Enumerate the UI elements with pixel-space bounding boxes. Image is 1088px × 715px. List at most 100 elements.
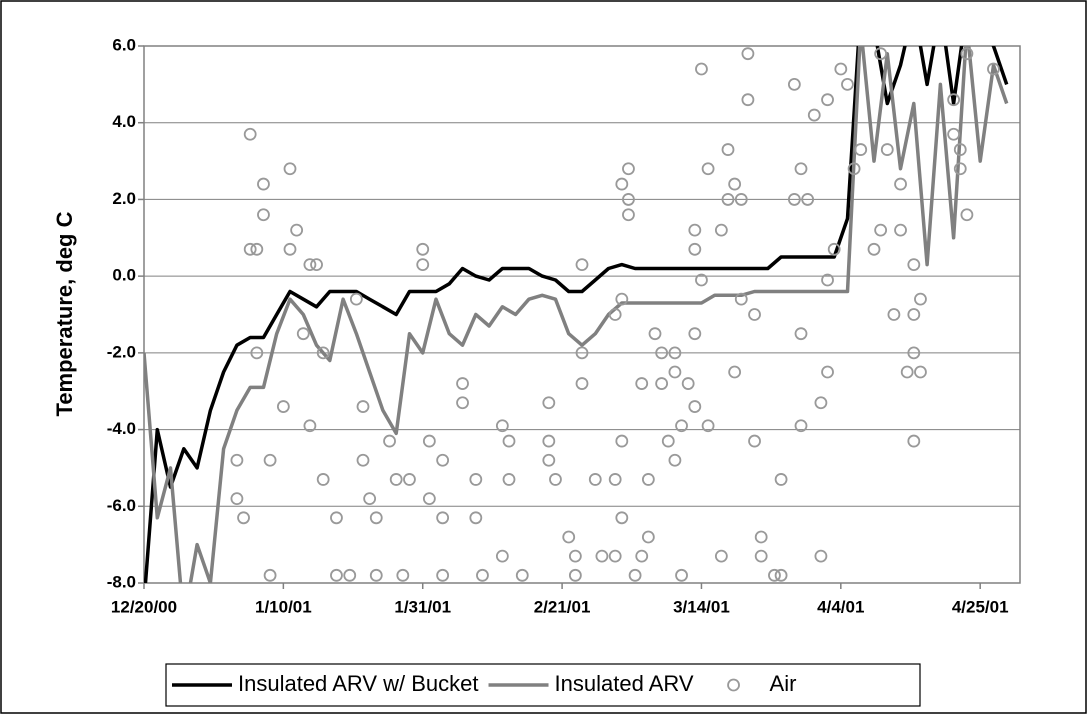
- air-point: [250, 242, 264, 256]
- air-point: [741, 47, 755, 61]
- air-point: [688, 327, 702, 341]
- air-point: [476, 568, 489, 582]
- air-point: [349, 292, 363, 306]
- air-point: [469, 473, 483, 486]
- air-point: [655, 377, 669, 390]
- air-point: [422, 434, 436, 448]
- air-point: [230, 492, 244, 506]
- air-point: [867, 242, 881, 256]
- air-point: [787, 77, 801, 91]
- air-point: [841, 77, 854, 91]
- air-point: [728, 365, 742, 379]
- air-point: [701, 162, 715, 176]
- air-point: [768, 568, 781, 582]
- air-point: [403, 473, 416, 486]
- air-point: [250, 346, 264, 360]
- air-point: [668, 453, 682, 467]
- air-point: [263, 568, 277, 582]
- air-point: [622, 193, 635, 206]
- air-point: [688, 400, 702, 413]
- air-point: [668, 346, 682, 360]
- air-point: [655, 346, 669, 360]
- air-point: [734, 193, 748, 206]
- air-point: [953, 162, 967, 176]
- air-point: [383, 434, 396, 448]
- air-point: [854, 143, 868, 156]
- air-point: [575, 377, 589, 390]
- air-point: [874, 223, 888, 237]
- air-point: [615, 434, 629, 448]
- legend-label: Insulated ARV w/ Bucket: [238, 671, 479, 696]
- air-point: [714, 549, 728, 563]
- air-point: [695, 62, 708, 76]
- air-point: [900, 365, 914, 379]
- plot-frame: [143, 45, 1021, 584]
- air-point: [807, 108, 821, 122]
- series-line: [144, 46, 1009, 583]
- air-point: [728, 177, 742, 191]
- x-tick-label: 1/31/01: [394, 597, 451, 616]
- air-point: [774, 568, 788, 582]
- air-point: [814, 396, 828, 410]
- air-point: [648, 327, 662, 341]
- air-point: [821, 365, 834, 379]
- air-point: [243, 127, 257, 141]
- air-point: [356, 453, 370, 467]
- air-point: [748, 308, 761, 321]
- y-tick-label: -2.0: [107, 342, 136, 361]
- air-point: [907, 258, 921, 272]
- air-point: [615, 511, 629, 525]
- air-point: [794, 327, 808, 341]
- air-point: [834, 62, 848, 76]
- y-tick-label: -4.0: [107, 419, 136, 438]
- air-point: [369, 511, 383, 525]
- air-point: [369, 568, 383, 582]
- air-point: [230, 453, 244, 467]
- air-point: [568, 549, 582, 563]
- air-point: [303, 419, 317, 433]
- y-tick-label: 0.0: [112, 266, 136, 285]
- air-point: [675, 568, 688, 582]
- air-point: [495, 419, 509, 433]
- air-point: [787, 193, 801, 206]
- air-point: [695, 273, 708, 287]
- x-tick-label: 4/25/01: [952, 597, 1009, 616]
- air-point: [847, 162, 861, 176]
- air-point: [794, 419, 808, 433]
- air-point: [953, 143, 967, 156]
- air-point: [303, 258, 317, 272]
- y-axis-title: Temperature, deg C: [52, 211, 77, 416]
- air-point: [310, 258, 323, 272]
- air-point: [661, 434, 675, 448]
- air-point: [714, 223, 728, 237]
- air-point: [542, 434, 556, 448]
- air-point: [416, 258, 430, 272]
- x-tick-label: 3/14/01: [673, 597, 730, 616]
- air-point: [947, 127, 961, 141]
- air-point: [456, 377, 469, 390]
- air-point: [608, 308, 622, 321]
- air-point: [721, 193, 735, 206]
- y-tick-label: -6.0: [107, 496, 136, 515]
- air-point: [436, 453, 450, 467]
- air-point: [515, 568, 529, 582]
- x-tick-label: 1/10/01: [255, 597, 312, 616]
- air-point: [330, 568, 343, 582]
- air-point: [469, 511, 483, 525]
- air-point: [575, 346, 589, 360]
- air-point: [575, 258, 589, 272]
- air-point: [615, 292, 629, 306]
- y-tick-label: 6.0: [112, 35, 136, 54]
- air-point: [907, 308, 921, 321]
- air-point: [774, 473, 788, 486]
- air-point: [880, 143, 894, 156]
- air-point: [894, 177, 907, 191]
- air-point: [283, 162, 297, 176]
- air-point: [914, 292, 927, 306]
- air-point: [628, 568, 642, 582]
- air-point: [688, 242, 702, 256]
- air-point: [422, 492, 436, 506]
- air-point: [502, 473, 516, 486]
